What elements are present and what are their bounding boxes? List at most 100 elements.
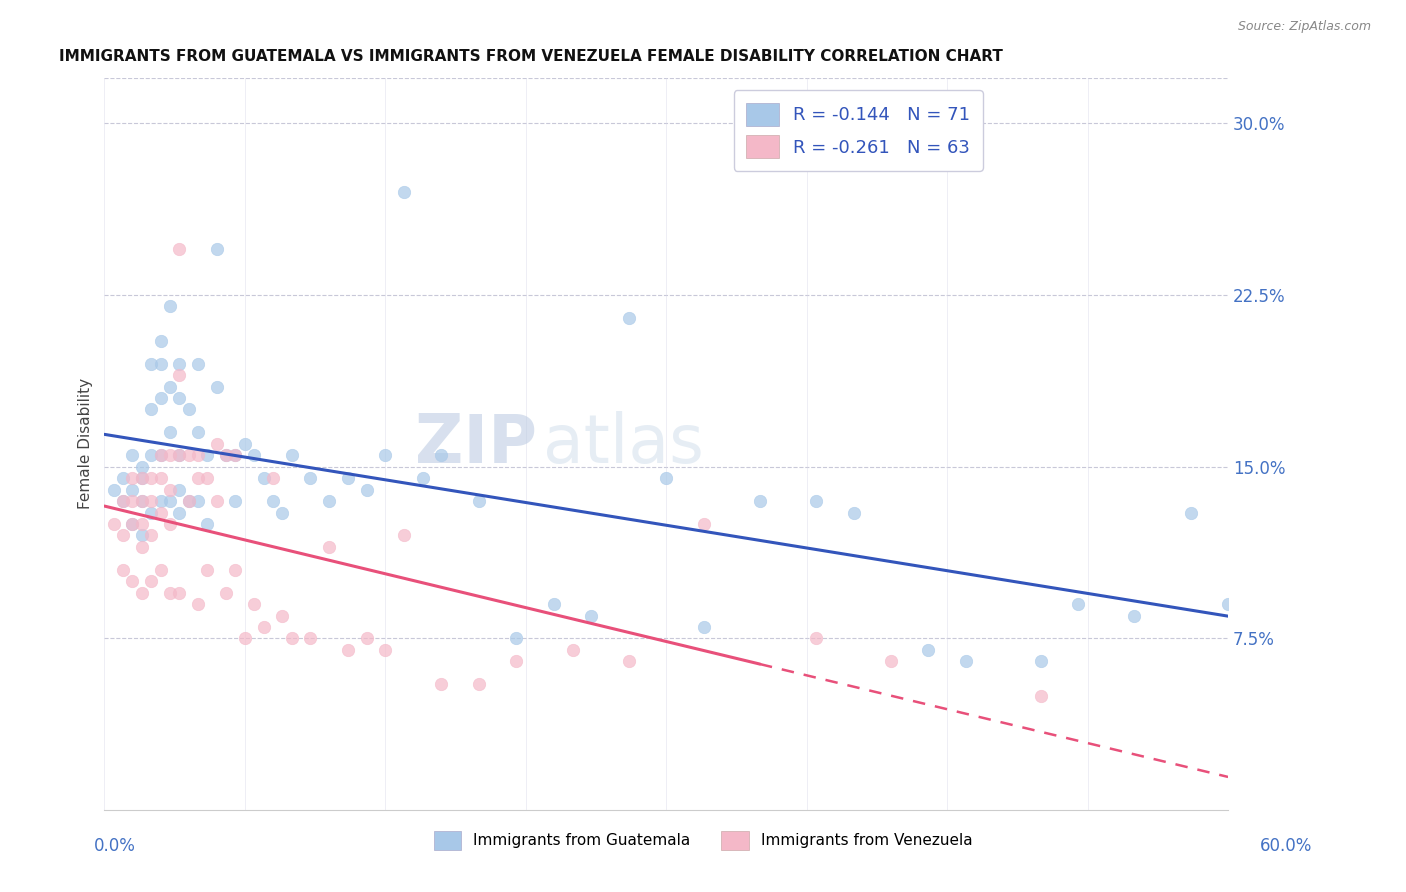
Point	[205, 379, 228, 393]
Point	[318, 540, 340, 554]
Point	[187, 357, 209, 371]
Point	[177, 448, 200, 462]
Point	[561, 643, 583, 657]
Point	[159, 516, 181, 531]
Point	[468, 494, 491, 508]
Point	[581, 608, 603, 623]
Point	[169, 585, 191, 599]
Point	[149, 506, 172, 520]
Point	[430, 448, 453, 462]
Point	[121, 483, 143, 497]
Point	[169, 506, 191, 520]
Point	[205, 494, 228, 508]
Point	[252, 620, 274, 634]
Point	[169, 448, 191, 462]
Text: 60.0%: 60.0%	[1260, 837, 1312, 855]
Point	[169, 368, 191, 383]
Point	[149, 334, 172, 348]
Point	[149, 471, 172, 485]
Point	[262, 494, 284, 508]
Point	[271, 608, 294, 623]
Point	[187, 425, 209, 440]
Point	[159, 483, 181, 497]
Point	[131, 540, 153, 554]
Point	[121, 516, 143, 531]
Point	[159, 448, 181, 462]
Point	[131, 494, 153, 508]
Point	[149, 391, 172, 405]
Point	[103, 483, 125, 497]
Point	[271, 506, 294, 520]
Point	[224, 448, 246, 462]
Point	[112, 563, 135, 577]
Y-axis label: Female Disability: Female Disability	[79, 378, 93, 509]
Point	[617, 310, 640, 325]
Point	[1216, 597, 1239, 611]
Point	[131, 528, 153, 542]
Point	[131, 471, 153, 485]
Point	[131, 494, 153, 508]
Point	[131, 585, 153, 599]
Point	[187, 597, 209, 611]
Point	[392, 528, 415, 542]
Point	[412, 471, 434, 485]
Text: IMMIGRANTS FROM GUATEMALA VS IMMIGRANTS FROM VENEZUELA FEMALE DISABILITY CORRELA: IMMIGRANTS FROM GUATEMALA VS IMMIGRANTS …	[59, 49, 1004, 64]
Point	[169, 391, 191, 405]
Point	[1123, 608, 1146, 623]
Point	[243, 448, 266, 462]
Text: ZIP: ZIP	[415, 411, 537, 477]
Point	[356, 483, 378, 497]
Point	[149, 563, 172, 577]
Point	[1180, 506, 1202, 520]
Point	[468, 677, 491, 691]
Point	[280, 632, 302, 646]
Point	[197, 471, 219, 485]
Point	[543, 597, 565, 611]
Point	[215, 585, 238, 599]
Point	[804, 494, 827, 508]
Point	[169, 357, 191, 371]
Point	[243, 597, 266, 611]
Point	[121, 448, 143, 462]
Text: atlas: atlas	[543, 411, 703, 477]
Point	[169, 448, 191, 462]
Point	[131, 471, 153, 485]
Point	[121, 494, 143, 508]
Point	[141, 402, 163, 417]
Point	[149, 357, 172, 371]
Point	[880, 654, 903, 668]
Point	[842, 506, 865, 520]
Point	[299, 632, 322, 646]
Point	[187, 494, 209, 508]
Point	[224, 494, 246, 508]
Point	[131, 516, 153, 531]
Point	[1029, 654, 1052, 668]
Point	[112, 471, 135, 485]
Point	[177, 494, 200, 508]
Point	[336, 471, 359, 485]
Point	[655, 471, 678, 485]
Point	[141, 574, 163, 589]
Point	[149, 494, 172, 508]
Point	[748, 494, 770, 508]
Point	[917, 643, 939, 657]
Point	[141, 506, 163, 520]
Point	[141, 471, 163, 485]
Point	[149, 448, 172, 462]
Point	[103, 516, 125, 531]
Point	[224, 563, 246, 577]
Point	[197, 516, 219, 531]
Point	[197, 448, 219, 462]
Point	[252, 471, 274, 485]
Point	[205, 242, 228, 256]
Point	[280, 448, 302, 462]
Point	[159, 425, 181, 440]
Point	[262, 471, 284, 485]
Point	[159, 300, 181, 314]
Point	[1067, 597, 1090, 611]
Point	[505, 632, 527, 646]
Point	[121, 516, 143, 531]
Point	[131, 459, 153, 474]
Point	[187, 471, 209, 485]
Point	[233, 437, 256, 451]
